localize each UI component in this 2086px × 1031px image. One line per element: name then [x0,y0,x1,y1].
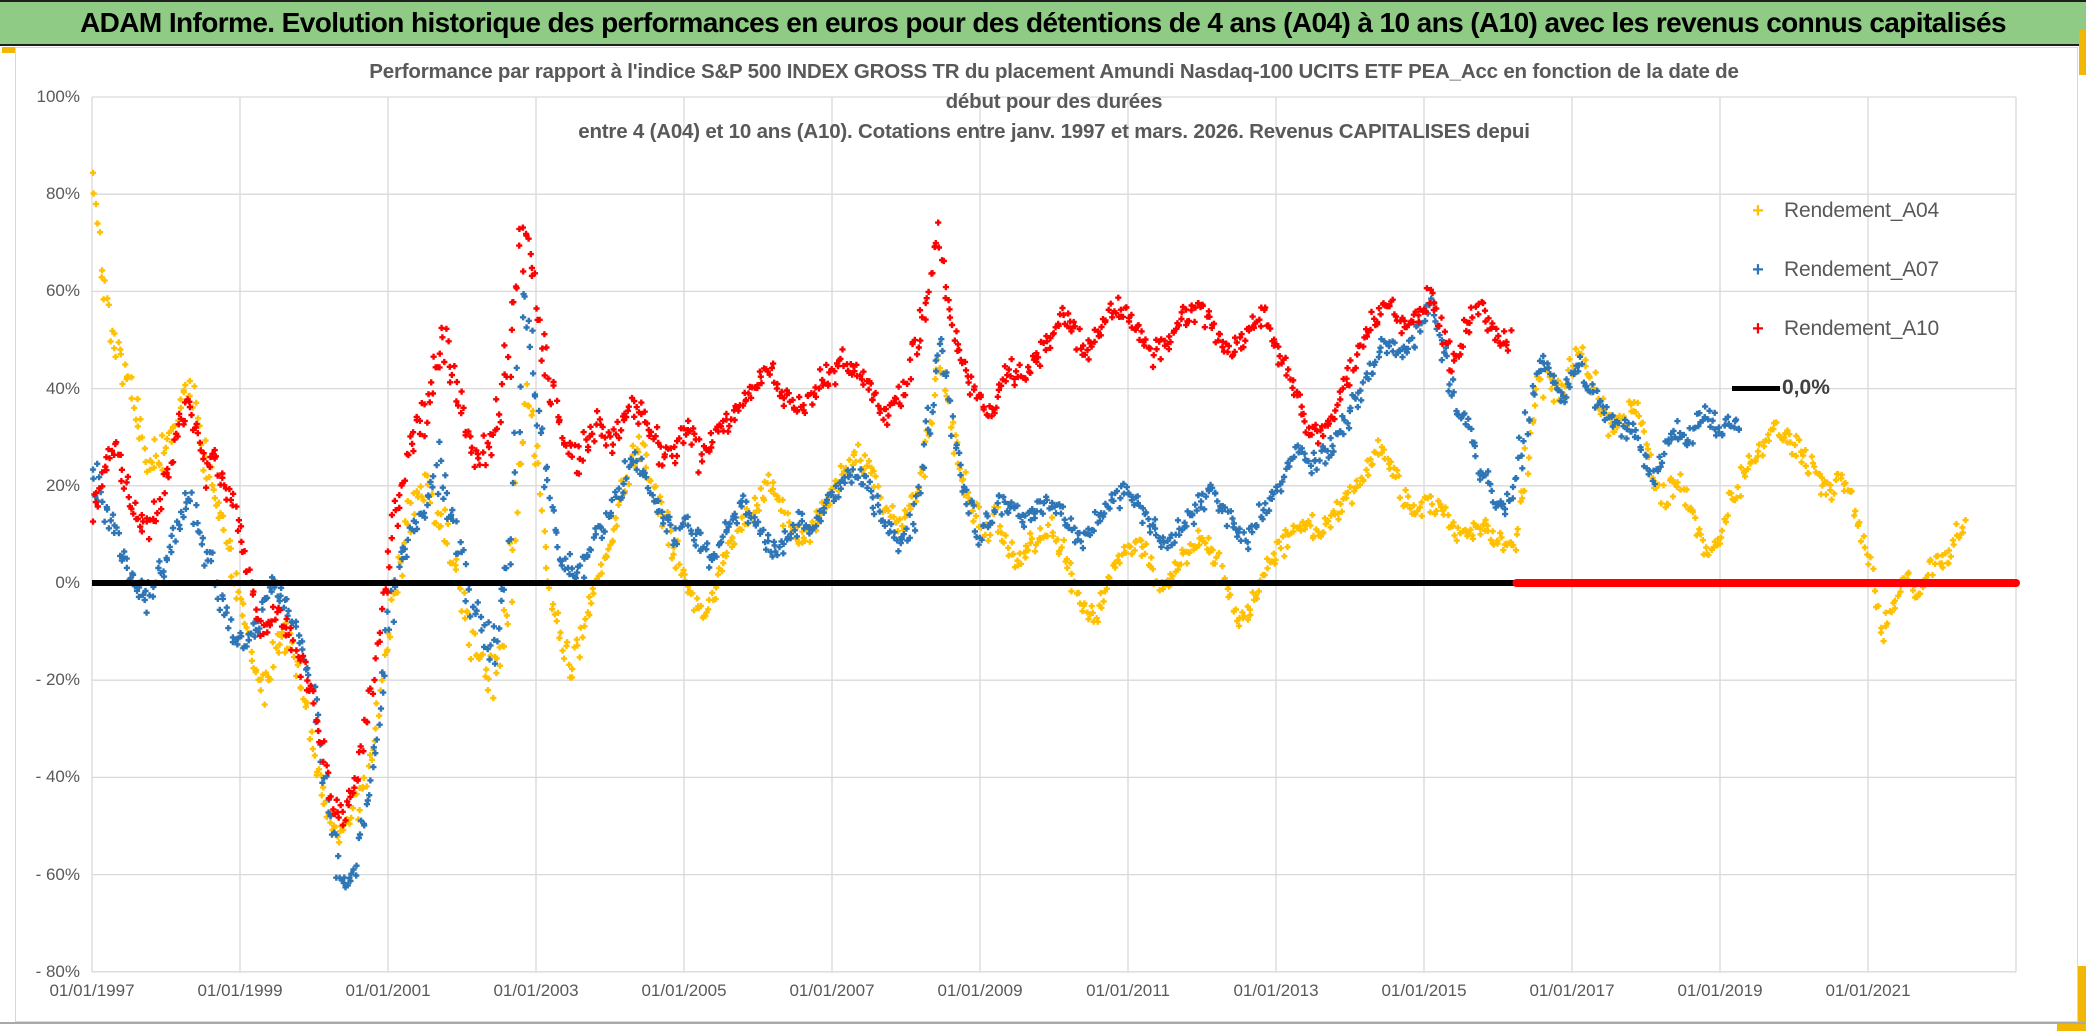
gold-accent-right [2078,966,2086,1031]
x-axis-label: 01/01/1999 [197,981,283,1000]
legend-label: 0,0% [1782,376,1830,399]
y-axis-label: - 60% [35,864,80,884]
y-axis-label: 80% [45,184,80,204]
legend-item-0-0-[interactable]: 0,0% [1732,373,1830,403]
y-axis-label: - 80% [35,961,80,981]
y-axis-label: 60% [45,281,80,301]
x-axis-label: 01/01/1997 [49,981,135,1000]
x-axis-label: 01/01/2001 [345,981,431,1000]
x-axis-label: 01/01/2011 [1086,981,1170,1000]
series-rendement_a10 [89,219,1515,829]
x-axis-label: 01/01/2021 [1825,981,1911,1000]
x-axis-label: 01/01/2015 [1381,981,1467,1000]
series-rendement_a04 [89,169,1969,846]
legend-item-rendement-a07[interactable]: + Rendement_A07 [1732,255,1939,285]
x-axis-label: 01/01/2013 [1233,981,1319,1000]
y-axis-label: 100% [36,87,80,106]
x-axis-label: 01/01/2007 [789,981,875,1000]
x-axis-label: 01/01/2017 [1529,981,1615,1000]
plus-marker-icon: + [1752,259,1764,281]
banner-title: ADAM Informe. Evolution historique des p… [80,7,2006,38]
plus-marker-icon: + [1752,200,1764,222]
x-axis-label: 01/01/2009 [937,981,1023,1000]
chart-title: Performance par rapport à l'indice S&P 5… [92,57,2016,147]
y-axis-label: - 20% [35,670,80,690]
zero-line-swatch-icon [1732,385,1780,391]
y-axis-label: 20% [45,475,80,495]
y-axis-label: - 40% [35,767,80,787]
chart-title-line3: entre 4 (A04) et 10 ans (A10). Cotations… [578,120,1530,143]
y-axis-label: 40% [45,378,80,398]
x-axis-label: 01/01/2003 [493,981,579,1000]
legend-item-rendement-a10[interactable]: + Rendement_A10 [1732,314,1939,344]
gold-accent-top-right [2079,30,2086,75]
x-axis-label: 01/01/2019 [1677,981,1763,1000]
chart-title-line2: début pour des durées [945,90,1163,113]
title-banner: ADAM Informe. Evolution historique des p… [0,0,2086,46]
y-axis-label: 0% [55,573,80,592]
x-axis-label: 01/01/2005 [641,981,727,1000]
legend-label: Rendement_A10 [1784,317,1940,340]
legend-item-rendement-a04[interactable]: + Rendement_A04 [1732,196,1939,226]
window-bottom-divider [0,1022,2086,1024]
plus-marker-icon: + [1752,318,1764,340]
legend-label: Rendement_A04 [1784,199,1940,222]
gold-accent-bottom-right [2057,1021,2086,1031]
legend-label: Rendement_A07 [1784,258,1940,281]
chart-title-line1: Performance par rapport à l'indice S&P 5… [369,60,1739,83]
